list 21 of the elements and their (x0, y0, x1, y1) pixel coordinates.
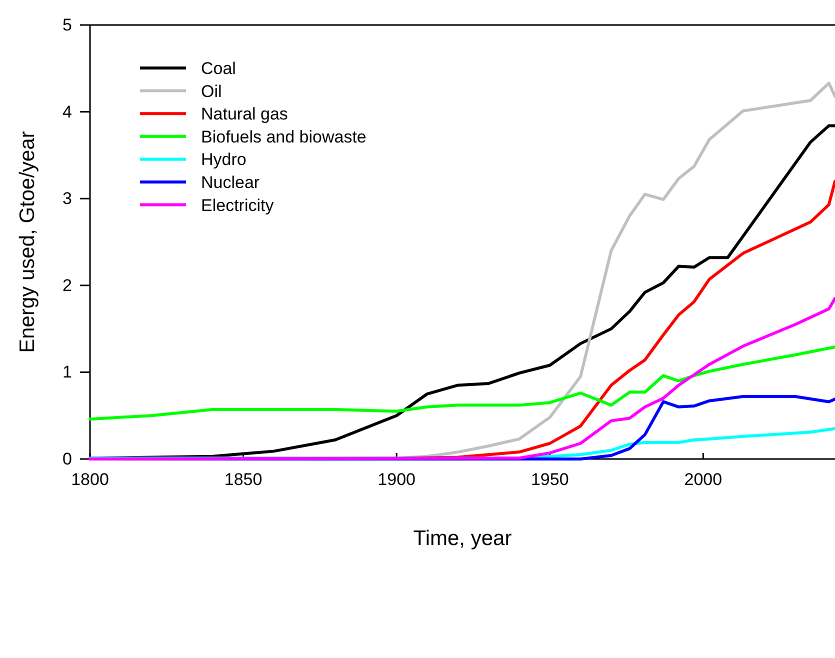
legend-label: Biofuels and biowaste (201, 127, 366, 146)
legend-label: Hydro (201, 150, 246, 170)
x-axis-title: Time, year (413, 527, 512, 550)
x-tick-label: 1900 (378, 470, 416, 490)
x-tick-label: 2000 (684, 470, 722, 490)
legend-label: Natural gas (201, 104, 288, 124)
line-series (88, 346, 835, 421)
y-tick-label: 4 (62, 102, 72, 122)
x-tick-label: 1800 (71, 470, 109, 490)
y-tick-label: 3 (62, 189, 72, 208)
y-tick-label: 2 (62, 276, 72, 295)
x-tick-label: 1850 (224, 470, 262, 490)
y-axis-title: Energy used, Gtoe/year (16, 131, 39, 353)
legend-label: Oil (201, 82, 222, 101)
x-tick-label: 1950 (530, 470, 569, 490)
legend-label: Electricity (201, 196, 274, 215)
legend-label: Nuclear (201, 173, 260, 192)
legend-label: Coal (201, 59, 236, 78)
y-tick-label: 0 (62, 449, 72, 468)
y-tick-label: 1 (62, 362, 72, 382)
y-tick-label: 5 (62, 15, 72, 34)
